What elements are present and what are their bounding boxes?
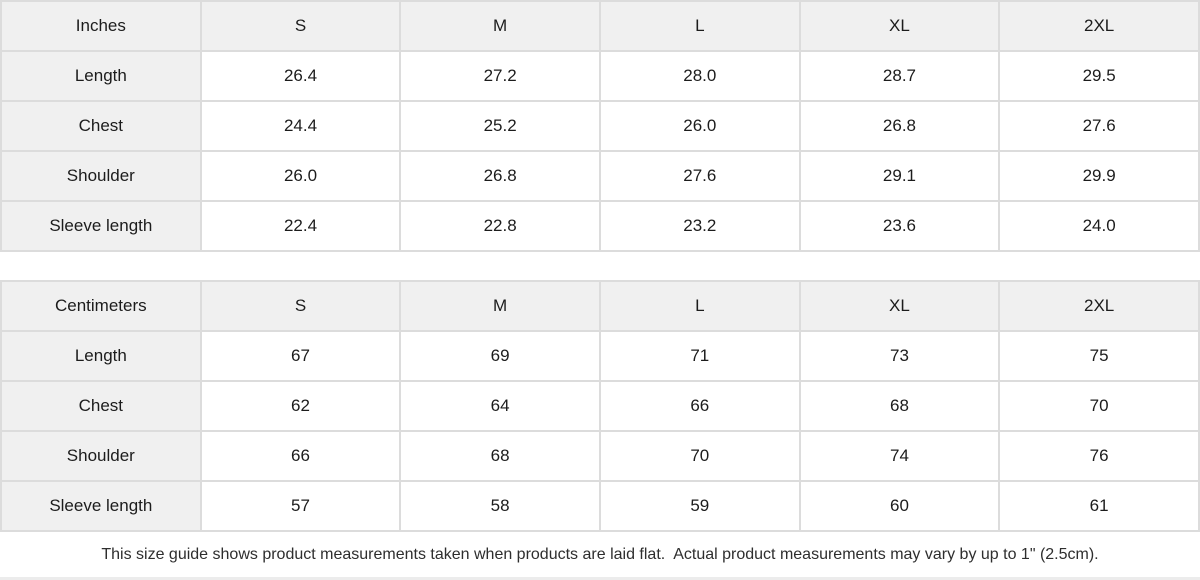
size-header-cell-l: L	[600, 282, 801, 332]
size-guide-disclaimer: This size guide shows product measuremen…	[0, 532, 1200, 580]
size-header-cell-l: L	[600, 2, 801, 52]
size-header-row: Centimeters S M L XL 2XL	[2, 282, 1200, 332]
row-label-cell: Length	[2, 332, 202, 382]
size-header-cell-xl: XL	[800, 282, 1001, 332]
measurement-row-shoulder: Shoulder 26.0 26.8 27.6 29.1 29.9	[2, 152, 1200, 202]
value-cell: 26.0	[201, 152, 402, 202]
size-header-cell-2xl: 2XL	[1000, 2, 1200, 52]
measurement-row-chest: Chest 62 64 66 68 70	[2, 382, 1200, 432]
value-cell: 75	[1000, 332, 1200, 382]
measurement-row-length: Length 26.4 27.2 28.0 28.7 29.5	[2, 52, 1200, 102]
row-label-cell: Sleeve length	[2, 202, 202, 252]
value-cell: 27.6	[600, 152, 801, 202]
value-cell: 64	[401, 382, 601, 432]
unit-label-cell: Centimeters	[2, 282, 202, 332]
value-cell: 28.7	[800, 52, 1001, 102]
value-cell: 66	[600, 382, 801, 432]
value-cell: 59	[600, 482, 801, 532]
value-cell: 25.2	[401, 102, 601, 152]
value-cell: 70	[600, 432, 801, 482]
value-cell: 29.1	[800, 152, 1001, 202]
value-cell: 67	[201, 332, 402, 382]
size-table-centimeters: Centimeters S M L XL 2XL Length 67 69 71…	[0, 280, 1200, 532]
value-cell: 66	[201, 432, 402, 482]
value-cell: 23.2	[600, 202, 801, 252]
value-cell: 28.0	[600, 52, 801, 102]
value-cell: 24.0	[1000, 202, 1200, 252]
row-label-cell: Length	[2, 52, 202, 102]
size-table-inches: Inches S M L XL 2XL Length 26.4 27.2 28.…	[0, 0, 1200, 252]
row-label-cell: Shoulder	[2, 432, 202, 482]
value-cell: 24.4	[201, 102, 402, 152]
value-cell: 58	[401, 482, 601, 532]
value-cell: 22.4	[201, 202, 402, 252]
measurement-row-length: Length 67 69 71 73 75	[2, 332, 1200, 382]
measurement-row-sleeve-length: Sleeve length 22.4 22.8 23.2 23.6 24.0	[2, 202, 1200, 252]
value-cell: 57	[201, 482, 402, 532]
measurement-row-sleeve-length: Sleeve length 57 58 59 60 61	[2, 482, 1200, 532]
row-label-cell: Sleeve length	[2, 482, 202, 532]
value-cell: 69	[401, 332, 601, 382]
value-cell: 27.6	[1000, 102, 1200, 152]
value-cell: 26.4	[201, 52, 402, 102]
value-cell: 68	[401, 432, 601, 482]
size-header-cell-m: M	[401, 2, 601, 52]
value-cell: 29.5	[1000, 52, 1200, 102]
unit-label-cell: Inches	[2, 2, 202, 52]
row-label-cell: Chest	[2, 382, 202, 432]
table-gap	[0, 252, 1200, 280]
value-cell: 27.2	[401, 52, 601, 102]
value-cell: 26.0	[600, 102, 801, 152]
size-header-cell-2xl: 2XL	[1000, 282, 1200, 332]
value-cell: 60	[800, 482, 1001, 532]
value-cell: 74	[800, 432, 1001, 482]
value-cell: 76	[1000, 432, 1200, 482]
value-cell: 23.6	[800, 202, 1001, 252]
value-cell: 26.8	[401, 152, 601, 202]
row-label-cell: Chest	[2, 102, 202, 152]
value-cell: 62	[201, 382, 402, 432]
value-cell: 70	[1000, 382, 1200, 432]
measurement-row-shoulder: Shoulder 66 68 70 74 76	[2, 432, 1200, 482]
measurement-row-chest: Chest 24.4 25.2 26.0 26.8 27.6	[2, 102, 1200, 152]
size-header-cell-m: M	[401, 282, 601, 332]
size-header-row: Inches S M L XL 2XL	[2, 2, 1200, 52]
size-header-cell-xl: XL	[800, 2, 1001, 52]
value-cell: 73	[800, 332, 1001, 382]
value-cell: 22.8	[401, 202, 601, 252]
value-cell: 61	[1000, 482, 1200, 532]
value-cell: 71	[600, 332, 801, 382]
size-header-cell-s: S	[201, 2, 402, 52]
value-cell: 29.9	[1000, 152, 1200, 202]
value-cell: 68	[800, 382, 1001, 432]
row-label-cell: Shoulder	[2, 152, 202, 202]
size-header-cell-s: S	[201, 282, 402, 332]
value-cell: 26.8	[800, 102, 1001, 152]
